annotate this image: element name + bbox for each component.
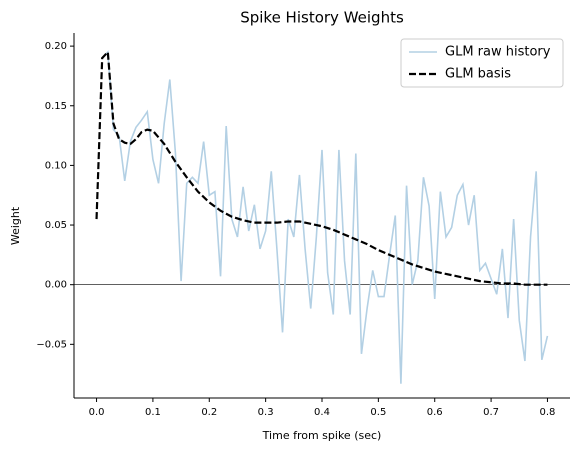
x-tick-label: 0.2 [201, 407, 217, 418]
y-tick-label: 0.05 [45, 220, 67, 231]
y-tick-label: 0.00 [45, 280, 67, 291]
x-tick-label: 0.7 [483, 407, 499, 418]
y-axis-label: Weight [9, 206, 22, 245]
x-tick-label: 0.5 [370, 407, 386, 418]
line [101, 50, 549, 384]
x-tick-label: 0.8 [540, 407, 556, 418]
legend-box [400, 38, 564, 88]
y-tick-label: −0.05 [36, 339, 67, 350]
x-tick-label: 0.1 [145, 407, 161, 418]
line [95, 49, 548, 286]
x-tick-label: 0.3 [258, 407, 274, 418]
y-tick-label: 0.15 [45, 101, 67, 112]
x-tick-label: 0.4 [314, 407, 330, 418]
x-tick-label: 0.0 [89, 407, 105, 418]
legend-label: GLM raw history [445, 45, 551, 60]
x-tick-label: 0.6 [427, 407, 443, 418]
chart-title: Spike History Weights [240, 9, 404, 27]
legend-label: GLM basis [445, 67, 511, 82]
y-tick-label: 0.10 [45, 160, 67, 171]
y-tick-label: 0.20 [45, 41, 67, 52]
x-axis-label: Time from spike (sec) [262, 429, 382, 442]
